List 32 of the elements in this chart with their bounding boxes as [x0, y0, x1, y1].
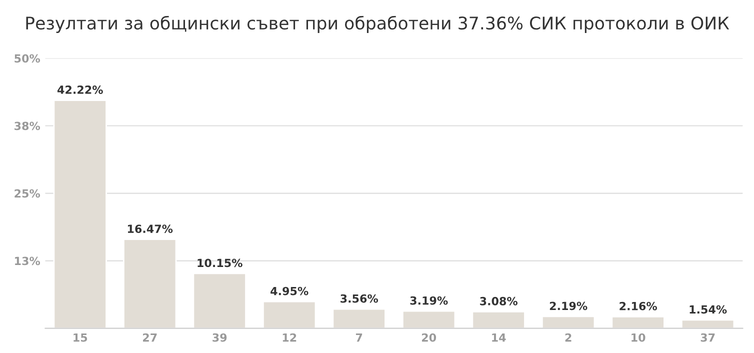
bar — [332, 308, 386, 328]
data-label: 16.47% — [128, 224, 173, 234]
chart-title: Резултати за общински съвет при обработени 37.36% СИК протоколи в ОИК — [26, 16, 730, 33]
data-label: 1.54% — [690, 305, 727, 314]
y-tick-label: 50% — [14, 54, 40, 63]
bar — [402, 310, 456, 328]
x-tick-label: 2 — [565, 333, 572, 342]
x-tick-label: 39 — [212, 333, 227, 342]
data-label: 2.16% — [620, 302, 657, 310]
y-tick-label: 25% — [14, 189, 40, 198]
x-tick-label: 15 — [74, 333, 88, 342]
data-label: 2.19% — [550, 302, 588, 310]
bar — [611, 316, 665, 328]
bar — [541, 316, 596, 328]
bar — [472, 310, 526, 328]
data-label: 4.95% — [270, 286, 308, 296]
x-tick-label: 27 — [143, 333, 157, 342]
bar — [192, 272, 246, 328]
x-tick-label: 12 — [282, 333, 296, 342]
x-tick-label: 7 — [356, 333, 362, 342]
data-label: 42.22% — [57, 86, 103, 94]
y-tick-label: 13% — [15, 256, 40, 266]
x-tick-label: 10 — [632, 333, 646, 342]
data-label: 3.56% — [340, 294, 378, 303]
data-label: 10.15% — [198, 258, 242, 268]
data-label: 3.19% — [410, 296, 448, 305]
x-tick-label: 37 — [700, 333, 715, 342]
bar — [262, 300, 316, 328]
data-label: 3.08% — [480, 296, 518, 306]
y-tick-label: 38% — [14, 122, 40, 130]
x-tick-label: 20 — [422, 333, 436, 342]
x-tick-label: 14 — [492, 333, 506, 342]
